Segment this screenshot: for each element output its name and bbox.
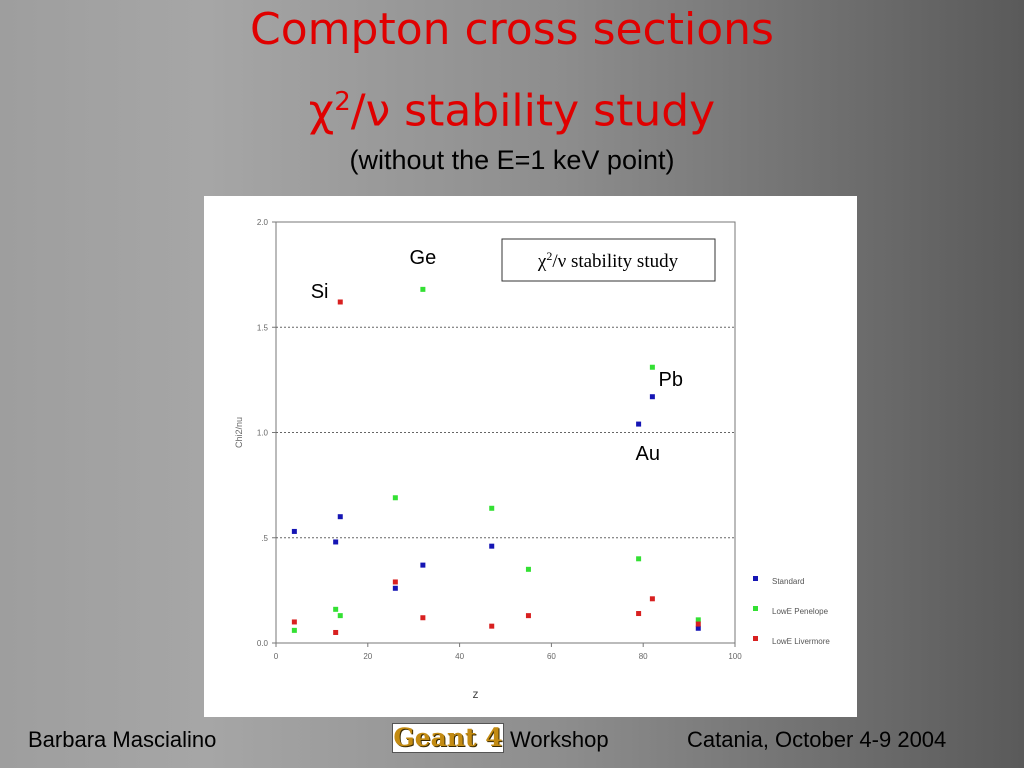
point-lowe-livermore [337,299,343,305]
x-tick-label: 60 [547,652,556,661]
point-standard [392,585,398,591]
point-lowe-penelope [489,505,495,511]
point-lowe-livermore [636,611,642,617]
slide-title-line2-text: /ν stability study [350,85,716,137]
inset-label-box [501,238,716,282]
geant4-logo: Geant 4 [392,723,504,753]
y-tick-label: 0.0 [257,639,269,648]
point-lowe-livermore [291,619,297,625]
slide-subtitle: (without the E=1 keV point) [349,145,675,175]
point-lowe-penelope [337,613,343,619]
point-lowe-livermore [392,579,398,585]
point-lowe-livermore [649,596,655,602]
x-tick-label: 40 [455,652,464,661]
x-tick-label: 80 [639,652,648,661]
point-standard [636,421,642,427]
annotation-ge: Ge [410,247,437,269]
y-tick-label: 1.0 [257,429,269,438]
point-standard [420,562,426,568]
inset-label: χ2/ν stability study [537,249,679,272]
point-lowe-penelope [525,566,531,572]
x-tick-label: 0 [274,652,279,661]
y-tick-label: .5 [261,534,268,543]
legend-label-lowe-livermore: LowE Livermore [772,637,830,646]
point-standard [337,514,343,520]
y-axis-label: Chi2/nu [234,417,244,448]
point-lowe-penelope [649,364,655,370]
legend-marker-lowe-livermore [753,636,758,641]
point-lowe-penelope [333,606,339,612]
geant4-logo-text: Geant 4 [393,723,503,752]
point-standard [333,539,339,545]
point-standard [291,528,297,534]
point-lowe-livermore [695,621,701,627]
point-lowe-livermore [333,629,339,635]
annotation-pb: Pb [659,369,683,391]
point-lowe-penelope [420,286,426,292]
slide-title-line2: χ2/ν stability study [308,85,716,137]
x-tick-label: 20 [363,652,372,661]
point-lowe-livermore [525,613,531,619]
point-lowe-livermore [489,623,495,629]
x-axis-label: z [473,687,479,701]
legend-marker-lowe-penelope [753,606,758,611]
legend-label-standard: Standard [772,577,804,586]
footer-author: Barbara Mascialino [28,727,217,752]
point-standard [649,394,655,400]
point-lowe-penelope [636,556,642,562]
slide-title-line1: Compton cross sections [250,4,774,55]
legend-marker-standard [753,576,758,581]
footer-event: Catania, October 4-9 2004 [687,727,947,752]
y-tick-label: 1.5 [257,323,269,332]
x-tick-label: 100 [728,652,742,661]
point-lowe-penelope [392,495,398,501]
chart-panel: 0.0 .5 1.0 1.5 2.0 0 20 40 60 80 100 z Chi2/nu χ2/ν s… [204,196,857,717]
point-lowe-penelope [695,617,701,623]
annotation-au: Au [636,443,660,465]
annotation-si: Si [311,281,329,303]
point-standard [489,543,495,549]
legend-label-lowe-penelope: LowE Penelope [772,607,829,616]
point-standard [695,625,701,631]
footer-workshop: Workshop [510,727,609,752]
chi2-scatter-chart: 0.0 .5 1.0 1.5 2.0 0 20 40 60 80 100 z Chi2/nu χ2/ν s… [234,218,830,701]
point-lowe-penelope [291,627,297,633]
y-tick-label: 2.0 [257,218,269,227]
point-lowe-livermore [420,615,426,621]
